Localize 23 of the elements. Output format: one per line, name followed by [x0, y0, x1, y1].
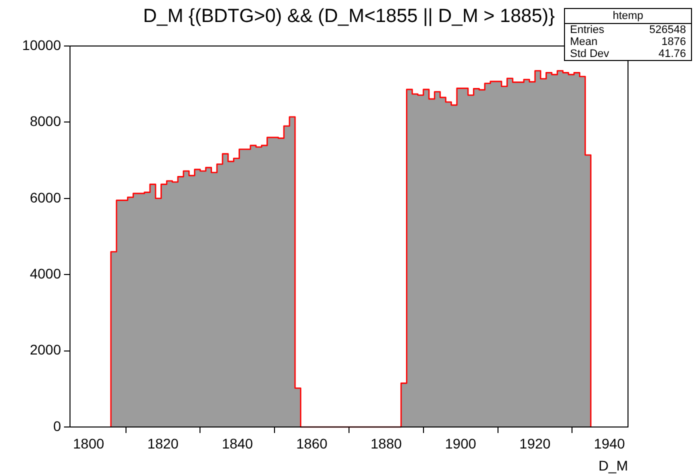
x-tick-label: 1920: [519, 435, 551, 452]
text: 1876: [662, 36, 686, 48]
y-tick-label: 4000: [30, 265, 62, 282]
x-tick-label: 1820: [147, 435, 179, 452]
chart-title: D_M {(BDTG>0) && (D_M<1855 || D_M > 1885)}: [143, 6, 555, 27]
y-tick-label: 10000: [22, 36, 62, 53]
text: Entries: [570, 24, 604, 36]
y-tick-label: 2000: [30, 342, 62, 358]
text: 526548: [649, 24, 686, 36]
x-tick-label: 1860: [296, 435, 328, 452]
x-tick-label: 1880: [370, 435, 402, 452]
y-tick-label: 8000: [30, 113, 62, 130]
y-tick-label: 6000: [30, 189, 62, 206]
x-tick-label: 1900: [445, 435, 476, 452]
annotation: Std Dev: [570, 48, 610, 60]
text: htemp: [565, 9, 691, 24]
x-tick-label: 1840: [222, 435, 254, 452]
x-tick-label: 1940: [594, 435, 626, 452]
text: 41.76: [658, 48, 686, 60]
y-tick-label: 0: [53, 418, 62, 434]
x-axis-title: D_M: [598, 457, 628, 474]
annotation: Mean: [570, 36, 598, 48]
x-tick-label: 1800: [73, 435, 104, 452]
